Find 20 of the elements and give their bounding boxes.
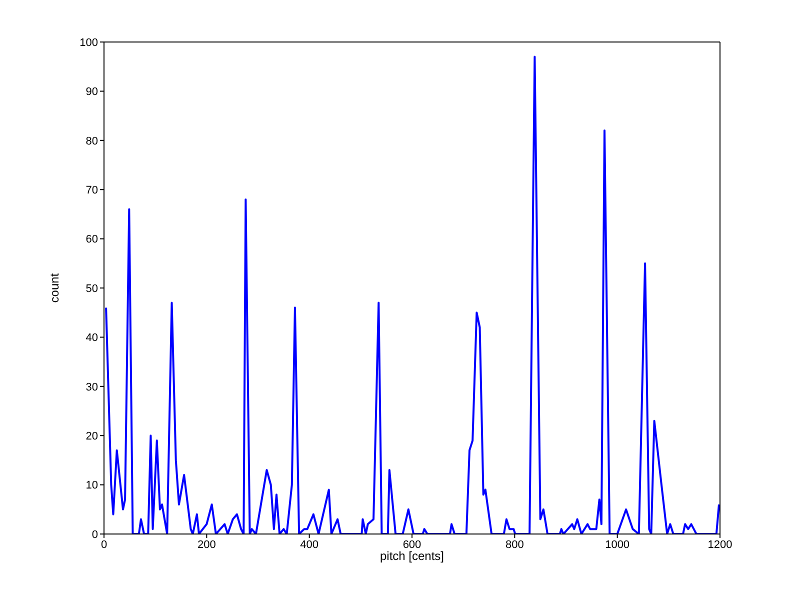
y-tick-label: 40 xyxy=(86,332,98,344)
x-tick-label: 1200 xyxy=(708,538,732,551)
y-tick-label: 10 xyxy=(86,480,98,492)
y-tick-label: 0 xyxy=(92,528,98,541)
x-tick-label: 600 xyxy=(402,538,422,551)
x-axis-title: pitch [cents] xyxy=(380,549,444,563)
y-tick-label: 90 xyxy=(86,86,98,98)
y-tick-label: 70 xyxy=(86,184,98,197)
y-tick-label: 20 xyxy=(86,430,98,443)
x-tick-label: 1000 xyxy=(605,538,630,551)
x-tick-label: 800 xyxy=(505,538,524,551)
x-tick-label: 0 xyxy=(100,538,108,551)
y-tick-label: 50 xyxy=(86,282,98,295)
y-axis-title: count xyxy=(47,272,62,303)
x-tick-label: 200 xyxy=(197,538,216,551)
y-tick-label: 30 xyxy=(86,381,98,394)
y-tick-label: 100 xyxy=(80,36,98,49)
y-tick-label: 60 xyxy=(86,234,98,246)
x-tick-label: 400 xyxy=(300,538,319,551)
y-tick-label: 80 xyxy=(86,135,98,148)
